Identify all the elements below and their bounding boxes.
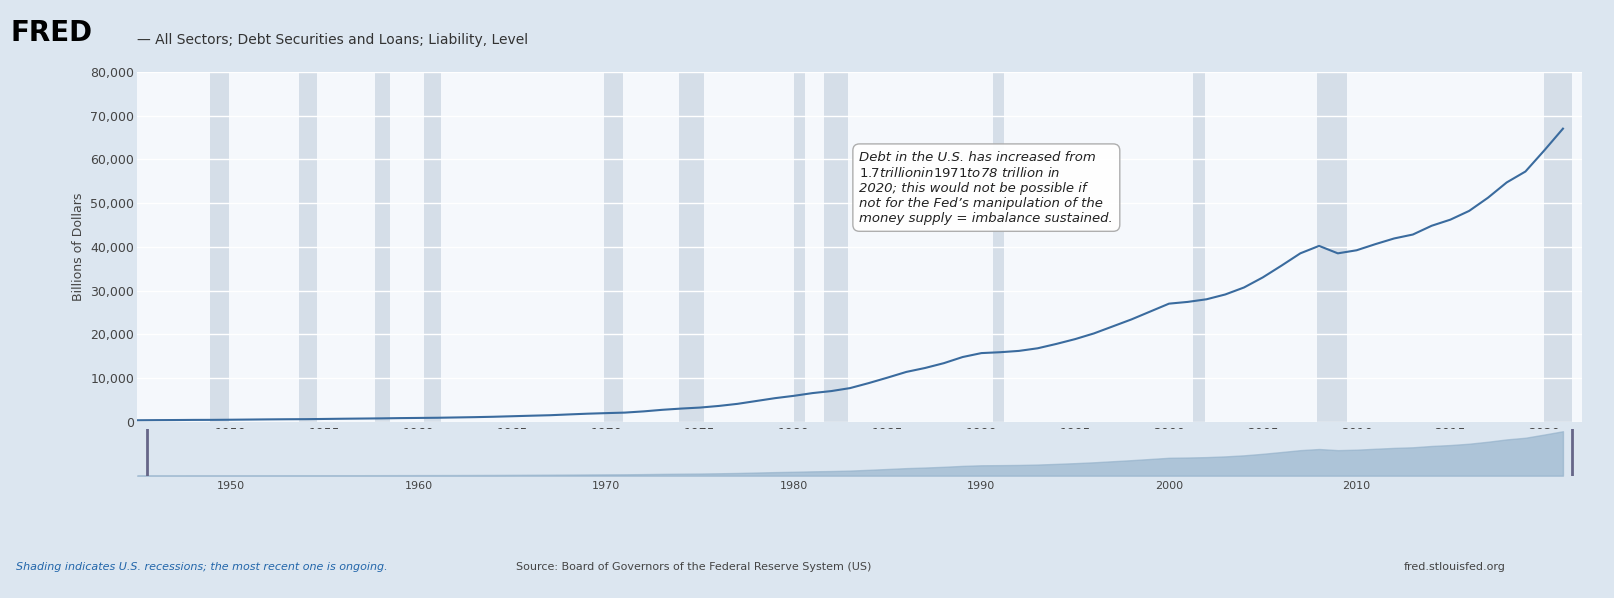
Y-axis label: Billions of Dollars: Billions of Dollars [73,193,86,301]
Bar [376,72,391,422]
Bar [679,72,704,422]
Bar [794,72,805,422]
Bar [993,72,1004,422]
Bar [424,72,441,422]
Text: Debt in the U.S. has increased from
$1.7 trillion in 1971 to $78 trillion in
202: Debt in the U.S. has increased from $1.7… [860,151,1114,225]
Bar [1545,72,1572,422]
Bar [299,72,318,422]
Text: Source: Board of Governors of the Federal Reserve System (US): Source: Board of Governors of the Federa… [516,562,872,572]
Bar [1317,72,1348,422]
Bar [1193,72,1204,422]
Text: FRED: FRED [10,19,92,47]
Text: fred.stlouisfed.org: fred.stlouisfed.org [1404,562,1506,572]
Bar [823,72,849,422]
Text: — All Sectors; Debt Securities and Loans; Liability, Level: — All Sectors; Debt Securities and Loans… [137,33,528,47]
Text: Shading indicates U.S. recessions; the most recent one is ongoing.: Shading indicates U.S. recessions; the m… [16,562,387,572]
Bar [210,72,229,422]
Bar [604,72,623,422]
